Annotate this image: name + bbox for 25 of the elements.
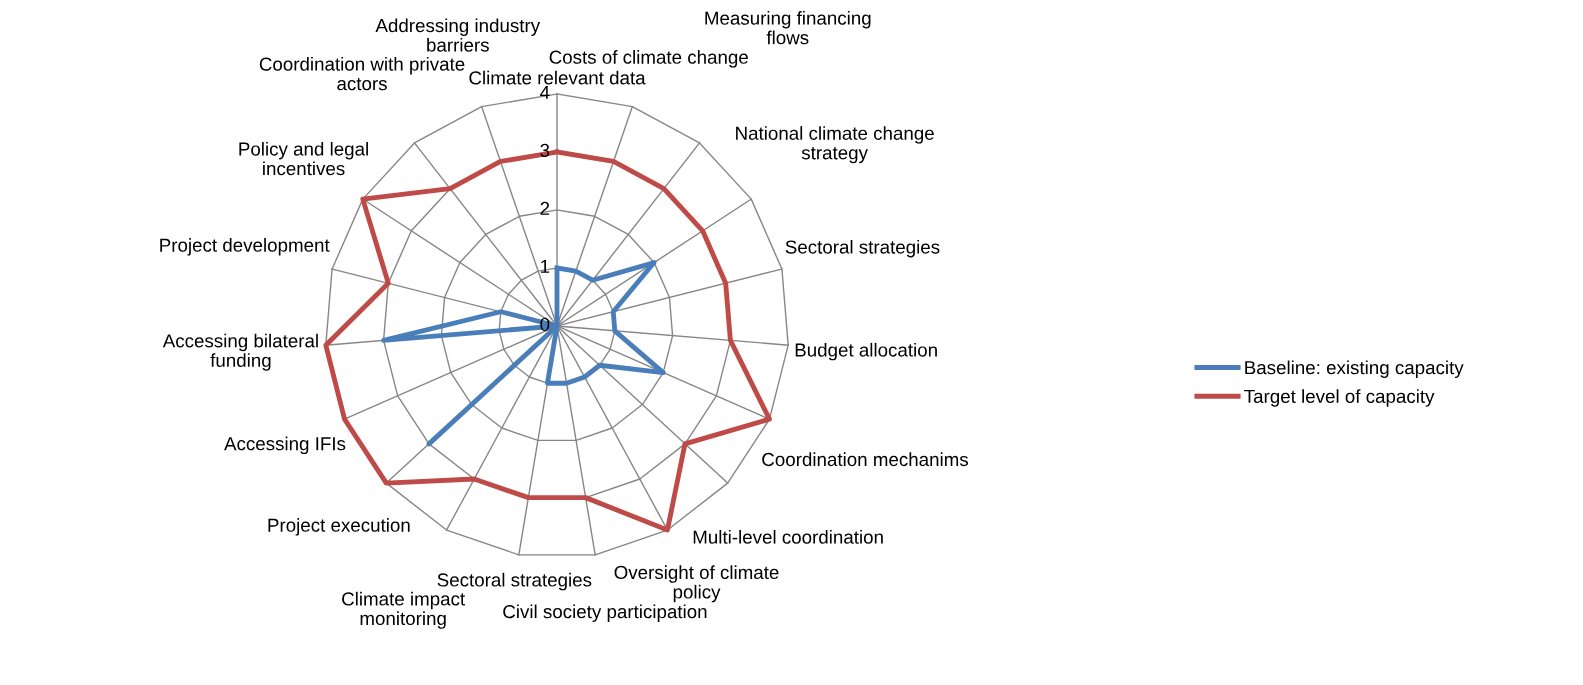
legend-label: Baseline: existing capacity xyxy=(1245,360,1464,378)
spoke-label: Coordination with private actors xyxy=(259,56,465,91)
y-tick-label: 2 xyxy=(540,201,550,215)
spoke-label: Measuring financing flows xyxy=(705,11,871,45)
spoke-label: Policy and legal incentives xyxy=(239,141,368,176)
spoke-label: Climate impact monitoring xyxy=(342,591,466,629)
spoke-label: Sectoral strategies xyxy=(785,239,940,258)
spoke-label: Civil society participation xyxy=(503,604,707,622)
spoke-label: Climate relevant data xyxy=(469,70,646,85)
spoke-label: Budget allocation xyxy=(795,342,937,361)
y-tick-label: 0 xyxy=(540,317,550,332)
y-tick-label: 4 xyxy=(540,85,550,99)
spoke-label: Accessing bilateral funding xyxy=(162,333,318,371)
spoke-label: Costs of climate change xyxy=(549,50,748,68)
spoke-label: Multi-level coordination xyxy=(693,530,883,544)
spoke-label: Accessing IFIs xyxy=(224,436,346,455)
spoke-label: National climate change strategy xyxy=(736,126,934,164)
spoke-label: Coordination mechanims xyxy=(762,452,969,467)
spoke-label: Sectoral strategies xyxy=(437,572,592,591)
y-tick-label: 1 xyxy=(541,259,550,273)
legend-label: Target level of capacity xyxy=(1244,389,1435,407)
spoke-label: Project development xyxy=(160,238,330,256)
spoke-label: Oversight of climate policy xyxy=(614,565,779,603)
spoke-label: Project execution xyxy=(268,518,410,536)
spoke-label: Addressing industry barriers xyxy=(375,18,541,52)
